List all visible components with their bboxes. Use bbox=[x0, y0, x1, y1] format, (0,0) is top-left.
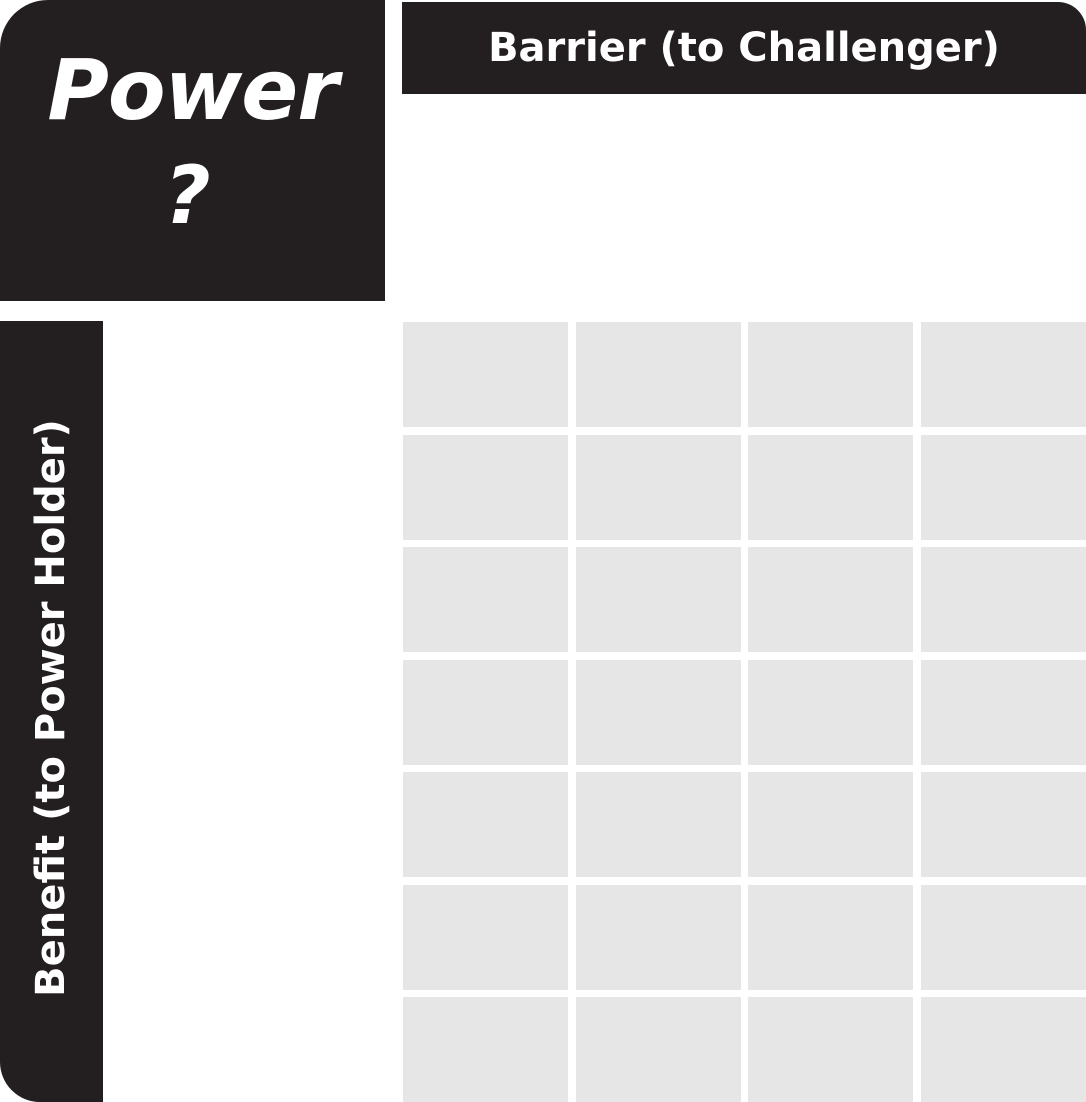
matrix-cell bbox=[403, 547, 568, 652]
power-title: Power bbox=[47, 41, 338, 139]
matrix-cell bbox=[403, 434, 568, 540]
matrix-cell bbox=[920, 997, 1086, 1102]
matrix-cell bbox=[575, 547, 741, 652]
matrix-cell bbox=[748, 884, 914, 990]
matrix-cell bbox=[920, 547, 1086, 652]
matrix-cell bbox=[575, 659, 741, 765]
matrix-cell bbox=[920, 322, 1086, 427]
power-corner-box: Power ? bbox=[0, 0, 385, 301]
matrix-cell bbox=[748, 659, 914, 765]
matrix-cell bbox=[403, 884, 568, 990]
matrix-cell bbox=[920, 772, 1086, 877]
matrix-cell bbox=[403, 772, 568, 877]
matrix-cell bbox=[575, 322, 741, 427]
matrix-cell bbox=[403, 659, 568, 765]
matrix-cell bbox=[920, 659, 1086, 765]
benefit-axis-label: Benefit (to Power Holder) bbox=[28, 419, 74, 997]
matrix-cell bbox=[575, 434, 741, 540]
matrix-cell bbox=[920, 434, 1086, 540]
benefit-axis-header bbox=[0, 321, 103, 1102]
matrix-cell bbox=[575, 884, 741, 990]
matrix-cell bbox=[748, 547, 914, 652]
matrix-cell bbox=[575, 772, 741, 877]
matrix-cell bbox=[748, 772, 914, 877]
matrix-cell bbox=[403, 322, 568, 427]
matrix-cell bbox=[748, 434, 914, 540]
barrier-axis-label: Barrier (to Challenger) bbox=[488, 25, 1000, 71]
matrix-cell bbox=[748, 997, 914, 1102]
power-question-mark: ? bbox=[164, 149, 211, 242]
matrix-cell bbox=[748, 322, 914, 427]
barrier-axis-header: Barrier (to Challenger) bbox=[402, 2, 1086, 94]
matrix-cell bbox=[575, 997, 741, 1102]
matrix-cell bbox=[920, 884, 1086, 990]
matrix-grid bbox=[403, 322, 1086, 1102]
matrix-cell bbox=[403, 997, 568, 1102]
